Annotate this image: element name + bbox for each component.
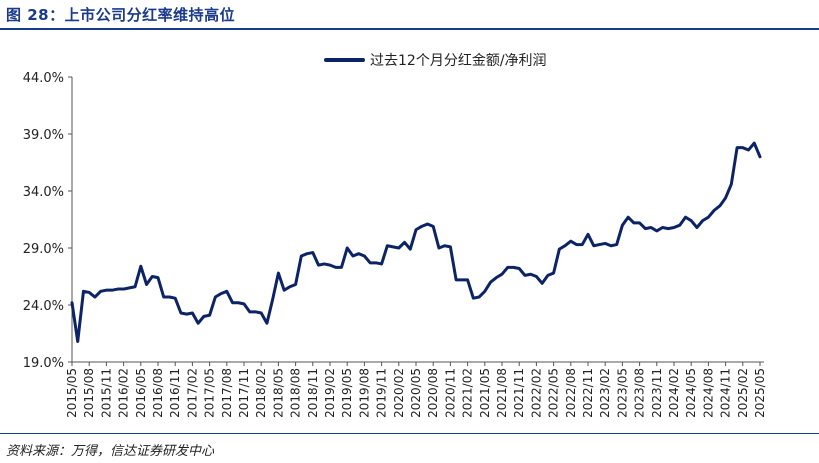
x-tick-label: 2019/02 — [323, 368, 337, 418]
x-tick-label: 2015/11 — [99, 368, 113, 418]
x-tick-label: 2022/02 — [529, 368, 543, 418]
x-tick-label: 2017/05 — [203, 368, 217, 418]
x-tick-label: 2018/02 — [254, 368, 268, 418]
x-tick-label: 2019/08 — [357, 368, 371, 418]
x-tick-label: 2022/11 — [581, 368, 595, 418]
x-tick-label: 2022/05 — [547, 368, 561, 418]
x-tick-label: 2025/05 — [753, 368, 767, 418]
x-tick-label: 2025/02 — [736, 368, 750, 418]
x-tick-label: 2022/08 — [564, 368, 578, 418]
y-tick-label: 39.0% — [23, 128, 64, 143]
line-chart: 19.0%24.0%29.0%34.0%39.0%44.0% 2015/05 20… — [23, 53, 767, 418]
x-tick-label: 2020/02 — [392, 368, 406, 418]
x-tick-label: 2020/11 — [443, 368, 457, 418]
x-tick-label: 2023/08 — [633, 368, 647, 418]
legend-label: 过去12个月分红金额/净利润 — [370, 53, 547, 69]
x-tick-label: 2021/05 — [478, 368, 492, 418]
x-tick-label: 2021/02 — [461, 368, 475, 418]
y-tick-label: 24.0% — [23, 299, 64, 314]
x-tick-label: 2017/11 — [237, 368, 251, 418]
x-tick-label: 2016/11 — [168, 368, 182, 418]
x-tick-label: 2018/11 — [306, 368, 320, 418]
y-tick-label: 44.0% — [23, 71, 64, 86]
x-tick-label: 2021/11 — [512, 368, 526, 418]
x-tick-label: 2021/08 — [495, 368, 509, 418]
x-tick-label: 2015/05 — [65, 368, 79, 418]
x-tick-label: 2015/08 — [82, 368, 96, 418]
x-tick-labels: 2015/05 2015/08 2015/11 2016/02 2016/05 2016/… — [65, 362, 767, 418]
x-tick-label: 2024/02 — [667, 368, 681, 418]
figure-title: 图 28：上市公司分红率维持高位 — [6, 6, 236, 24]
x-tick-label: 2024/08 — [701, 368, 715, 418]
x-tick-label: 2019/11 — [375, 368, 389, 418]
x-tick-label: 2024/05 — [684, 368, 698, 418]
source-rule — [0, 433, 819, 434]
y-tick-label: 19.0% — [23, 356, 64, 371]
x-tick-label: 2020/05 — [409, 368, 423, 418]
y-tick-label: 29.0% — [23, 242, 64, 257]
x-tick-label: 2023/02 — [598, 368, 612, 418]
series-layer — [70, 141, 762, 343]
x-tick-label: 2016/02 — [117, 368, 131, 418]
x-tick-label: 2016/05 — [134, 368, 148, 418]
y-tick-label: 34.0% — [23, 185, 64, 200]
source-note: 资料来源：万得，信达证券研发中心 — [6, 444, 215, 459]
x-tick-label: 2017/08 — [220, 368, 234, 418]
x-tick-label: 2018/08 — [289, 368, 303, 418]
x-tick-label: 2017/02 — [185, 368, 199, 418]
x-tick-label: 2019/05 — [340, 368, 354, 418]
x-tick-label: 2023/11 — [650, 368, 664, 418]
x-tick-label: 2020/08 — [426, 368, 440, 418]
x-tick-label: 2024/11 — [719, 368, 733, 418]
x-tick-label: 2018/05 — [271, 368, 285, 418]
series-line-payout-ratio — [70, 141, 762, 343]
chart-axes — [71, 77, 764, 363]
x-tick-label: 2023/05 — [615, 368, 629, 418]
y-tick-labels: 19.0% 24.0% 29.0% 34.0% 39.0% 44.0% — [23, 71, 72, 371]
title-rule — [0, 28, 819, 30]
x-tick-label: 2016/08 — [151, 368, 165, 418]
legend: 过去12个月分红金额/净利润 — [324, 53, 547, 69]
